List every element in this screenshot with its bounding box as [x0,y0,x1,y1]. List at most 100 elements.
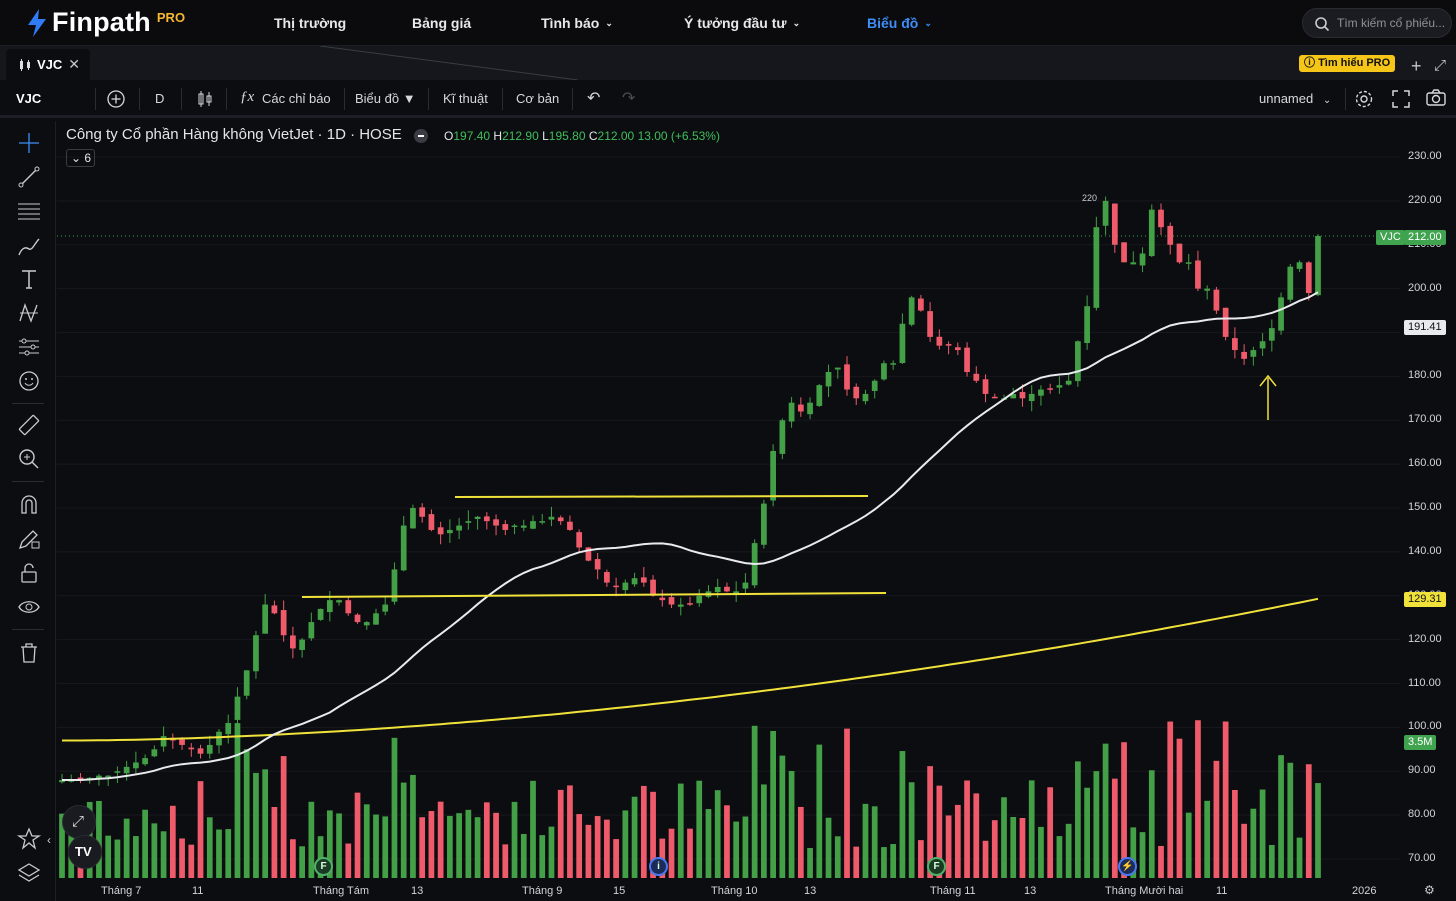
axis-settings-icon[interactable]: ⚙ [1424,883,1435,897]
x-axis-tick-label: 13 [411,885,424,897]
emoji-tool-icon[interactable] [17,369,41,393]
y-axis-tick-label: 110.00 [1408,676,1441,689]
tab-divider-line [320,46,578,80]
compare-add-icon[interactable] [106,89,126,109]
eye-icon[interactable] [17,595,41,619]
symbol-input[interactable]: VJC [16,91,42,106]
volume-tag: 3.5M [1404,735,1437,750]
fullscreen-icon[interactable] [1392,90,1410,108]
event-marker-icon[interactable]: ⚡ [1118,857,1137,876]
redo-icon[interactable]: ↷ [622,90,636,107]
event-marker-icon[interactable]: F [314,857,333,876]
indicators-button[interactable]: Các chỉ báo [262,91,331,106]
x-axis-tick-label: 11 [192,885,204,897]
prediction-tool-icon[interactable] [17,335,41,359]
camera-icon[interactable] [1426,89,1446,107]
settings-gear-icon[interactable] [1354,89,1374,109]
y-axis-tick-label: 70.00 [1408,852,1436,864]
pattern-tool-icon[interactable] [17,301,41,325]
event-marker-icon[interactable]: i [649,857,668,876]
collapse-panel-icon[interactable]: ‹ [47,833,51,847]
brand-tier: PRO [156,10,186,25]
x-axis-tick-label: 15 [613,885,626,897]
nav-item-charts[interactable]: Biểu đồ ⌄ [867,15,932,31]
fx-icon: ƒx [240,89,255,105]
search-icon [1315,17,1330,32]
lock-icon[interactable] [17,561,41,585]
legend-toggle-icon[interactable] [414,129,428,143]
x-axis-tick-label: Tháng Mười hai [1105,885,1184,897]
zoom-in-icon[interactable] [17,447,41,471]
crosshair-tool-icon[interactable] [17,131,41,155]
top-navigation: Finpath PRO Thị trường Bảng giá Tình báo… [0,0,1456,46]
learn-pro-button[interactable]: ⓘ Tìm hiểu PRO [1299,55,1396,72]
ma-fast-tag: 191.41 [1404,320,1446,335]
y-axis-tick-label: 150.00 [1408,501,1442,513]
lightning-logo-icon [28,8,46,37]
undo-icon[interactable]: ↶ [587,90,601,107]
fundamental-button[interactable]: Cơ bản [516,91,560,106]
y-axis-tick-label: 140.00 [1408,544,1442,557]
tab-vjc[interactable]: VJC ✕ [6,49,90,80]
x-axis-tick-label: Tháng 7 [101,885,142,897]
y-axis-tick-label: 160.00 [1408,457,1442,470]
x-axis-tick-label: 13 [804,885,817,897]
x-axis-tick-label: 13 [1024,885,1037,897]
nav-item-market[interactable]: Thị trường [274,15,347,31]
x-axis-tick-label: Tháng Tám [313,885,370,897]
star-favorite-icon[interactable] [16,827,42,851]
chevron-down-icon: ⌄ [605,18,613,28]
close-icon[interactable]: ✕ [68,56,81,72]
layout-name-button[interactable]: unnamed ⌄ [1259,91,1332,106]
brush-tool-icon[interactable] [17,233,41,257]
trash-icon[interactable] [17,641,41,665]
magnet-icon[interactable] [17,493,41,517]
candles-icon [20,58,30,71]
y-axis-tick-label: 220.00 [1408,193,1442,206]
y-axis-tick-label: 100.00 [1408,720,1442,733]
expand-chart-button[interactable]: ⤢ [62,805,96,839]
ohlc-values: O197.40 H212.90 L195.80 C212.00 13.00 (+… [444,129,720,143]
finpath-logo[interactable]: Finpath PRO [26,7,185,38]
x-axis-tick-label: Tháng 11 [930,885,976,897]
tab-bar: VJC ✕ [0,46,1456,80]
nav-item-price-board[interactable]: Bảng giá [412,15,472,31]
ma-slow-tag: 129.31 [1404,592,1446,607]
chart-legend-title: Công ty Cổ phần Hàng không VietJet · 1D … [66,126,402,143]
symbol-price-tag: VJC [1376,230,1405,245]
nav-item-investment-ideas[interactable]: Ý tưởng đầu tư ⌄ [684,15,801,31]
search-box[interactable] [1302,8,1452,38]
tradingview-logo[interactable]: TV [68,835,102,869]
y-axis-tick-label: 90.00 [1408,764,1436,777]
text-tool-icon[interactable] [17,267,41,291]
chart-type-menu[interactable]: Biểu đồ ▼ [355,91,416,106]
search-input[interactable] [1337,16,1449,30]
event-marker-icon[interactable]: F [927,857,946,876]
brand-name: Finpath [52,7,151,37]
tv-logo-icon: TV [75,844,92,859]
indicators-collapse-button[interactable]: ⌄ 6 [66,149,95,167]
add-tab-icon[interactable]: + [1411,56,1422,76]
y-axis-tick-label: 180.00 [1408,369,1442,382]
chart-panel[interactable] [57,121,1456,901]
technical-button[interactable]: Kĩ thuật [443,91,488,106]
trend-line-tool-icon[interactable] [17,165,41,189]
y-axis-tick-label: 170.00 [1408,413,1442,426]
fib-retracement-tool-icon[interactable] [17,199,41,223]
y-axis-tick-label: 230.00 [1408,150,1442,162]
expand-icon[interactable]: ⤢ [1434,57,1447,74]
x-axis-tick-label: Tháng 10 [711,885,758,897]
bar-style-icon[interactable] [196,89,214,109]
ruler-tool-icon[interactable] [17,413,41,437]
drawing-toolbar: ‹ [0,121,56,901]
x-axis-tick-label: 2026 [1352,885,1377,897]
interval-button[interactable]: D [155,91,165,106]
tab-label: VJC [37,57,63,72]
x-axis-tick-label: 11 [1216,885,1228,897]
drawing-lock-pencil-icon[interactable] [17,527,41,551]
y-axis-tick-label: 120.00 [1408,632,1442,645]
chevron-down-icon: ⌄ [924,18,932,28]
nav-item-intelligence[interactable]: Tình báo ⌄ [541,15,613,31]
layers-icon[interactable] [17,861,41,885]
last-price-tag: 212.00 [1404,230,1446,245]
